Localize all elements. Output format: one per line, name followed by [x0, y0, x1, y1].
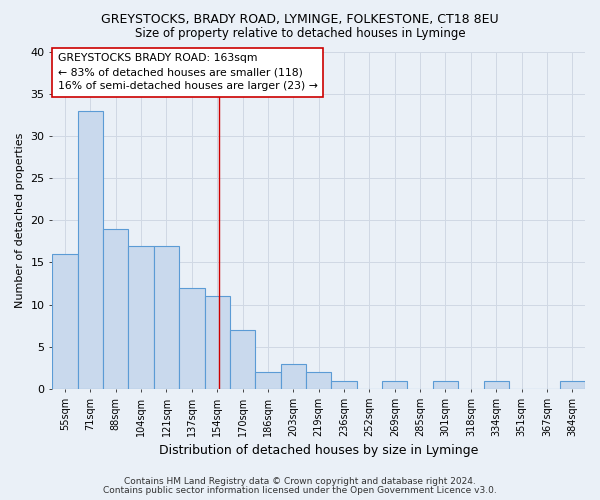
Text: GREYSTOCKS, BRADY ROAD, LYMINGE, FOLKESTONE, CT18 8EU: GREYSTOCKS, BRADY ROAD, LYMINGE, FOLKEST… [101, 12, 499, 26]
Text: Contains public sector information licensed under the Open Government Licence v3: Contains public sector information licen… [103, 486, 497, 495]
Bar [77, 110, 103, 389]
Bar [433, 380, 458, 389]
Bar [103, 228, 128, 389]
Bar [306, 372, 331, 389]
Bar [230, 330, 255, 389]
Text: Contains HM Land Registry data © Crown copyright and database right 2024.: Contains HM Land Registry data © Crown c… [124, 477, 476, 486]
Bar [484, 380, 509, 389]
Bar [560, 380, 585, 389]
Bar [281, 364, 306, 389]
Bar [382, 380, 407, 389]
Bar [179, 288, 205, 389]
X-axis label: Distribution of detached houses by size in Lyminge: Distribution of detached houses by size … [159, 444, 478, 458]
Y-axis label: Number of detached properties: Number of detached properties [15, 132, 25, 308]
Text: Size of property relative to detached houses in Lyminge: Size of property relative to detached ho… [134, 28, 466, 40]
Bar [154, 246, 179, 389]
Bar [52, 254, 77, 389]
Bar [205, 296, 230, 389]
Bar [128, 246, 154, 389]
Bar [331, 380, 357, 389]
Text: GREYSTOCKS BRADY ROAD: 163sqm
← 83% of detached houses are smaller (118)
16% of : GREYSTOCKS BRADY ROAD: 163sqm ← 83% of d… [58, 53, 317, 91]
Bar [255, 372, 281, 389]
